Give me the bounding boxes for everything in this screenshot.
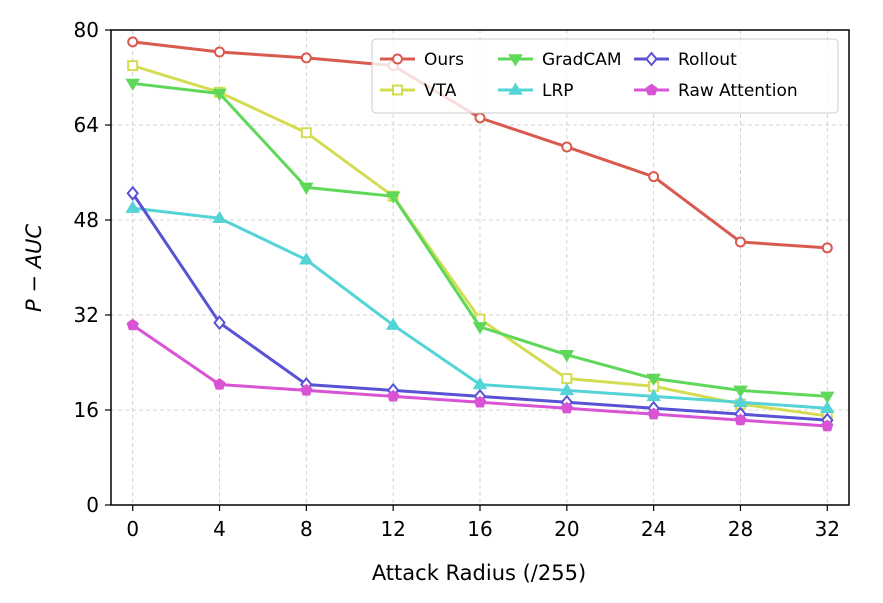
legend-item: Rollout	[634, 50, 737, 70]
data-point	[213, 315, 226, 331]
y-tick-label: 32	[74, 303, 99, 327]
data-point	[559, 382, 575, 396]
data-point	[126, 318, 139, 331]
series-raw-attention	[126, 318, 834, 432]
x-tick-label: 28	[728, 517, 753, 541]
series-lrp	[125, 200, 835, 413]
data-point	[647, 407, 660, 420]
legend-box	[371, 38, 839, 114]
data-point	[821, 419, 834, 432]
y-tick-label: 48	[74, 208, 99, 232]
legend-item: VTA	[380, 81, 457, 101]
data-point	[819, 400, 835, 413]
data-point	[559, 350, 575, 363]
data-point	[385, 191, 401, 204]
data-point	[299, 252, 314, 265]
legend-label: Rollout	[678, 50, 737, 70]
data-point	[127, 60, 139, 72]
legend-item: Ours	[380, 50, 464, 70]
series-layer	[125, 36, 835, 432]
series-gradcam	[125, 78, 835, 404]
data-point	[474, 112, 486, 124]
data-point	[733, 394, 748, 408]
x-axis-label: Attack Radius (/255)	[372, 561, 586, 585]
data-point	[472, 377, 488, 390]
data-point	[126, 185, 140, 201]
x-tick-label: 32	[815, 517, 840, 541]
data-point	[734, 236, 746, 248]
data-point	[125, 200, 141, 213]
legend-label: Ours	[424, 50, 464, 70]
data-point	[300, 127, 312, 139]
legend-swatch-marker	[392, 84, 403, 96]
x-tick-label: 8	[300, 517, 313, 541]
y-axis-label: P − AUC	[22, 224, 46, 312]
data-point	[473, 395, 487, 408]
legend: Ours VTA GradCAM LRP Rollout Raw Attention	[371, 38, 839, 114]
data-point	[300, 383, 313, 396]
data-point	[648, 171, 660, 183]
data-point	[734, 413, 747, 426]
data-point	[387, 389, 400, 402]
data-point	[212, 88, 227, 101]
data-point	[472, 322, 488, 335]
y-tick-label: 0	[86, 493, 99, 517]
legend-swatch-marker	[392, 53, 403, 65]
x-tick-label: 4	[213, 517, 226, 541]
data-point	[127, 36, 139, 48]
data-point	[213, 378, 226, 390]
y-tick-label: 64	[74, 113, 99, 137]
x-tick-label: 24	[641, 517, 666, 541]
data-point	[821, 242, 833, 254]
x-tick-label: 20	[554, 517, 579, 541]
legend-item: Raw Attention	[634, 81, 798, 101]
x-tick-label: 0	[126, 517, 139, 541]
data-point	[560, 401, 573, 414]
legend-label: GradCAM	[542, 50, 622, 70]
data-point	[561, 373, 573, 385]
data-point	[733, 385, 748, 398]
data-point	[300, 52, 312, 64]
data-point	[819, 391, 835, 404]
data-point	[214, 46, 226, 58]
legend-item: GradCAM	[498, 50, 622, 70]
y-tick-label: 80	[74, 18, 99, 42]
x-tick-label: 16	[467, 517, 492, 541]
legend-label: LRP	[542, 81, 574, 101]
data-point	[385, 317, 401, 330]
x-tick-label: 12	[380, 517, 405, 541]
series-ours	[127, 36, 833, 254]
data-point	[561, 141, 573, 153]
y-tick-label: 16	[74, 398, 99, 422]
legend-swatch-marker	[645, 51, 658, 67]
data-point	[212, 210, 227, 223]
data-point	[125, 78, 141, 91]
data-point	[646, 388, 661, 402]
legend-label: Raw Attention	[678, 81, 798, 101]
legend-swatch-marker	[508, 54, 523, 67]
legend-swatch-marker	[508, 82, 523, 95]
data-point	[646, 373, 661, 386]
legend-item: LRP	[498, 81, 574, 101]
data-point	[299, 182, 314, 195]
legend-swatch-marker	[645, 83, 658, 96]
legend-label: VTA	[424, 81, 457, 101]
